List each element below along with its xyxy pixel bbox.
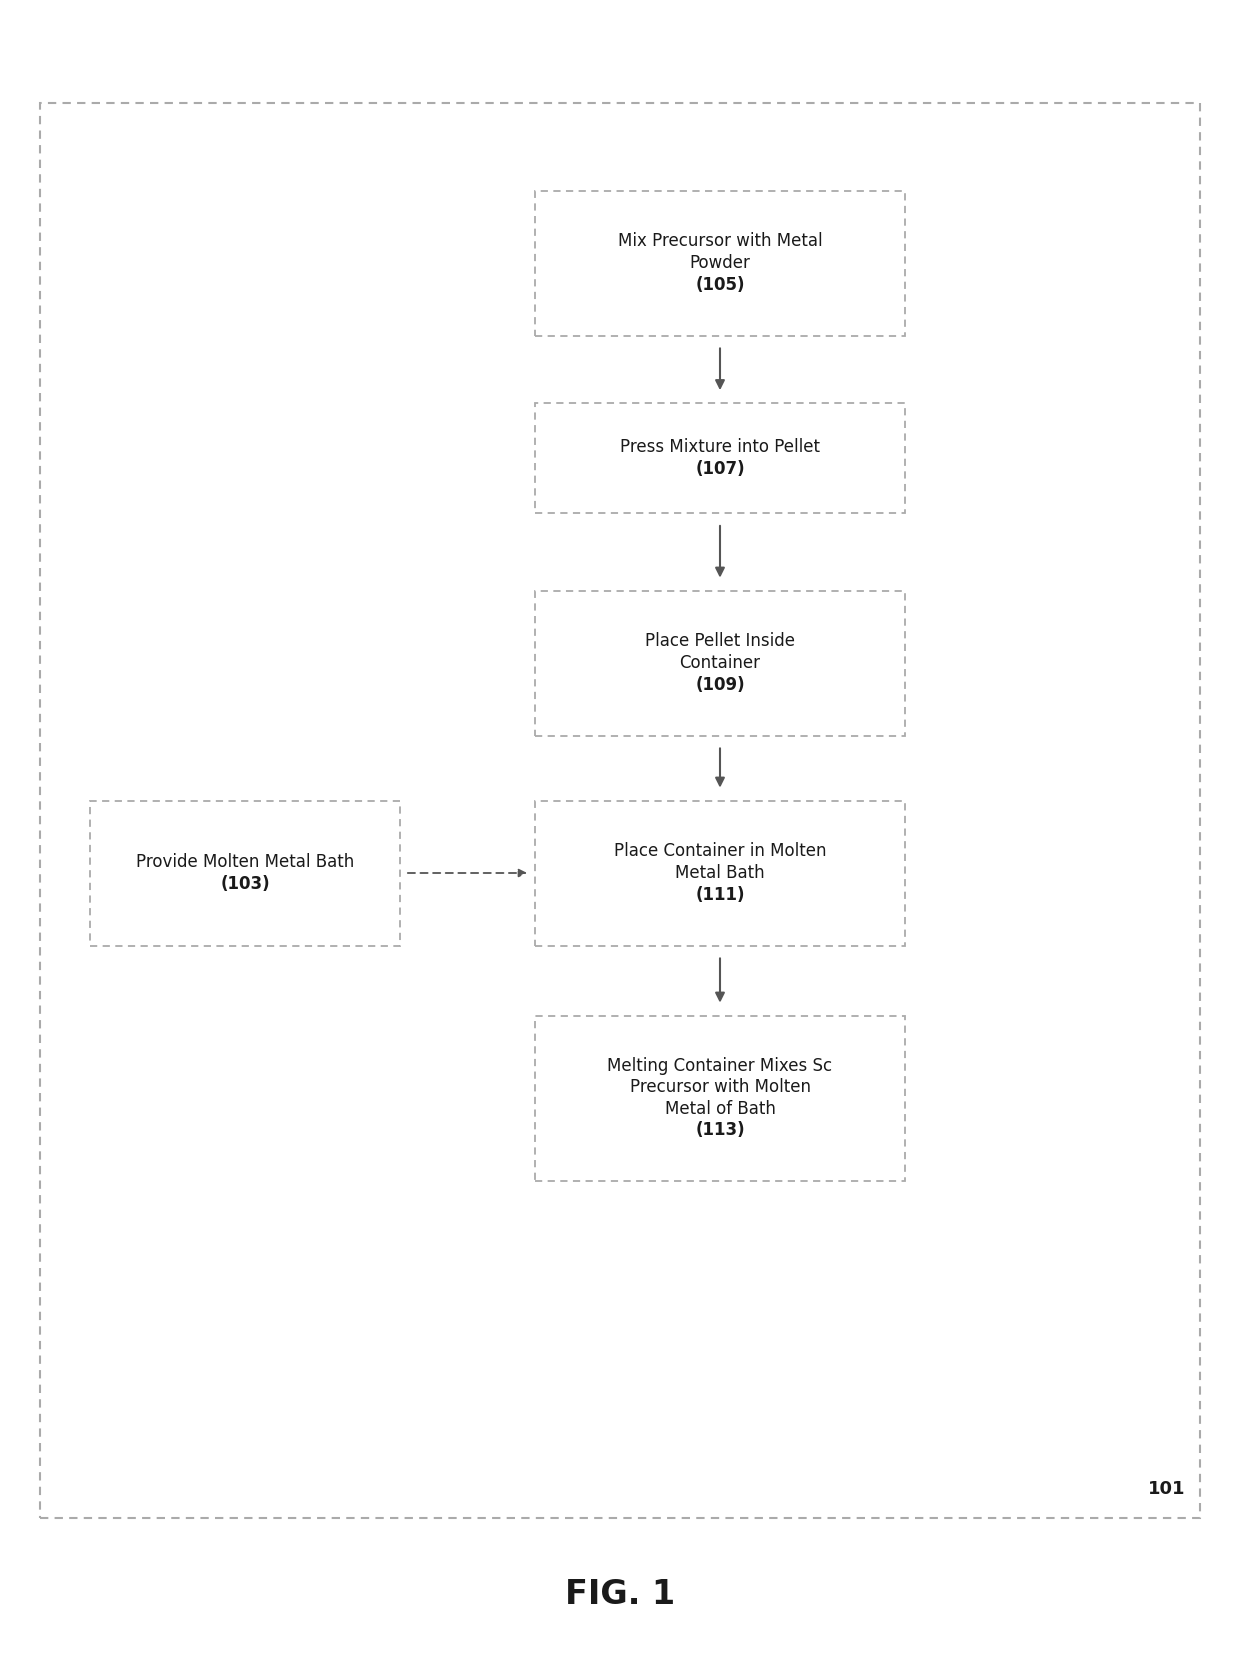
Bar [91,800,401,946]
Text: Metal of Bath: Metal of Bath [665,1099,775,1118]
Bar [534,590,905,735]
Text: Melting Container Mixes Sc: Melting Container Mixes Sc [608,1056,832,1074]
Bar [534,402,905,512]
Text: Mix Precursor with Metal: Mix Precursor with Metal [618,233,822,251]
Text: Provide Molten Metal Bath: Provide Molten Metal Bath [136,853,355,871]
Text: (103): (103) [221,875,270,893]
Text: Precursor with Molten: Precursor with Molten [630,1078,811,1096]
Text: (107): (107) [696,459,745,477]
Text: FIG. 1: FIG. 1 [565,1578,675,1611]
Bar [534,1016,905,1181]
Text: Place Container in Molten: Place Container in Molten [614,843,826,860]
Bar [534,800,905,946]
Text: Place Pellet Inside: Place Pellet Inside [645,632,795,650]
Text: Metal Bath: Metal Bath [676,865,765,881]
Bar [40,103,1200,1518]
Text: (113): (113) [696,1121,745,1139]
Text: 101: 101 [1147,1480,1185,1498]
Text: (111): (111) [696,886,745,903]
Text: Powder: Powder [689,254,750,273]
Text: Container: Container [680,654,760,672]
Text: (109): (109) [696,675,745,693]
Text: (105): (105) [696,276,745,294]
Bar [534,191,905,336]
Text: Press Mixture into Pellet: Press Mixture into Pellet [620,437,820,456]
